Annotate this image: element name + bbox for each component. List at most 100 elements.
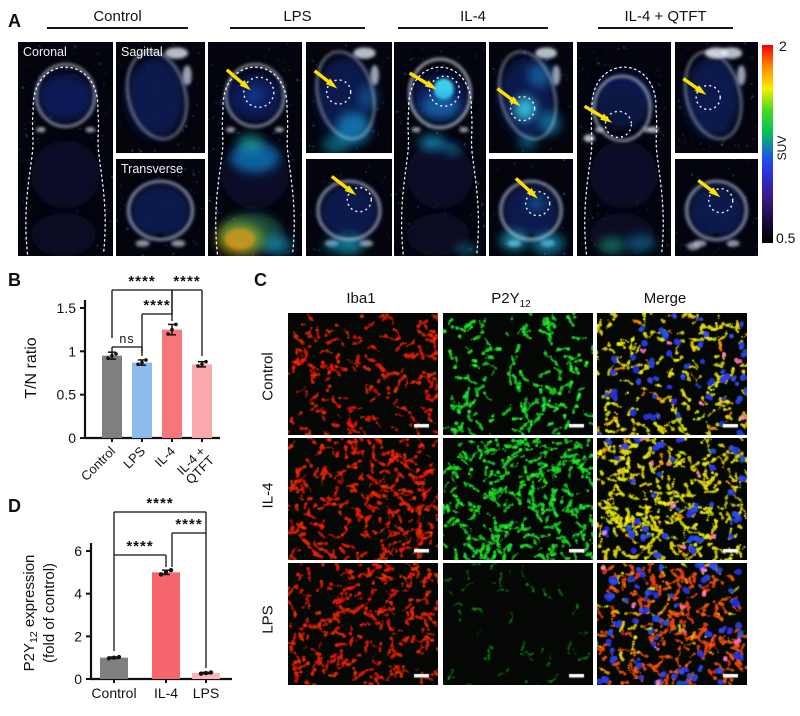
x-tick-label: LPS: [120, 443, 148, 471]
sig-label: ****: [126, 538, 153, 555]
data-point: [203, 670, 209, 676]
data-point: [136, 362, 140, 367]
pet-tile-control-transverse: Transverse: [116, 159, 205, 256]
data-point: [106, 656, 112, 661]
x-tick-label: Control: [78, 443, 118, 483]
column-header-p2y12: P2Y12: [461, 290, 561, 310]
y-tick-label: 1: [68, 343, 76, 359]
bar-LPS: [132, 362, 152, 438]
panel-d-label: D: [8, 496, 21, 516]
pet-tile-lps-sagittal: [306, 42, 392, 153]
x-tick-label: Control: [91, 685, 136, 701]
bar-Control: [102, 355, 122, 438]
bar-IL-4 + QTFT: [192, 364, 212, 438]
suv-colorbar-max: 2: [779, 38, 787, 54]
group-header-il4-qtft: IL-4 + QTFT: [598, 8, 733, 29]
sig-label: ****: [173, 273, 200, 290]
if-tile-lps-p2y12: [443, 563, 593, 685]
if-tile-il-4-iba1: [288, 438, 438, 560]
pet-tile-lps-coronal: [208, 42, 302, 256]
pet-tile-il4-qtft-transverse: [675, 159, 758, 256]
data-point: [158, 572, 164, 577]
column-header-text: Merge: [643, 290, 687, 307]
pet-tile-il4-qtft-sagittal: [675, 42, 758, 153]
group-header-underline: [398, 27, 548, 29]
panel-b-label: B: [8, 270, 21, 290]
pet-tile-il4-coronal: [394, 42, 486, 256]
data-point: [196, 364, 200, 368]
pet-tile-control-sagittal: Sagittal: [116, 42, 205, 153]
column-header-subscript: 12: [519, 299, 531, 310]
bar-LPS: [192, 673, 220, 679]
data-point: [140, 360, 144, 365]
y-tick-label: 6: [74, 543, 82, 559]
pet-tile-il4-sagittal: [489, 42, 573, 153]
bar-IL-4: [162, 329, 182, 438]
data-point: [114, 352, 118, 356]
view-label-sagittal: Sagittal: [121, 45, 163, 59]
panel-c-label: C: [254, 270, 267, 290]
data-point: [116, 654, 122, 660]
if-tile-il-4-p2y12: [443, 438, 593, 560]
group-header-lps: LPS: [230, 8, 365, 29]
y-axis-label: P2Y12 expression: [21, 555, 40, 672]
column-header-text: P2Y: [491, 290, 520, 307]
sig-label: ****: [128, 273, 155, 290]
y-tick-label: 0: [68, 430, 76, 446]
data-point: [111, 655, 117, 660]
data-point: [106, 356, 110, 361]
if-tile-control-p2y12: [443, 313, 593, 435]
sig-label: ****: [175, 516, 202, 533]
data-point: [200, 362, 204, 367]
view-label-transverse: Transverse: [121, 162, 184, 176]
group-header-underline: [230, 27, 365, 29]
bar-Control: [100, 657, 128, 679]
data-point: [208, 670, 214, 675]
y-tick-label: 0: [74, 671, 82, 687]
group-header-il4: IL-4: [398, 8, 548, 29]
pet-tile-lps-transverse: [306, 159, 392, 256]
x-tick-label: LPS: [193, 685, 219, 701]
suv-colorbar-min: 0.5: [776, 230, 796, 246]
y-tick-label: 2: [74, 628, 82, 644]
group-header-label: LPS: [283, 8, 312, 25]
if-tile-lps-iba1: [288, 563, 438, 685]
if-tile-lps-merge: [597, 563, 747, 685]
y-tick-label: 0.5: [57, 387, 77, 403]
group-header-underline: [598, 27, 733, 29]
group-header-label: Control: [93, 8, 142, 25]
group-header-underline: [47, 27, 188, 29]
group-header-control: Control: [47, 8, 188, 29]
data-point: [144, 358, 148, 362]
column-header-iba1: Iba1: [311, 290, 411, 307]
y-tick-label: 4: [74, 586, 82, 602]
group-header-label: IL-4 + QTFT: [624, 8, 707, 25]
column-header-text: Iba1: [346, 290, 376, 307]
x-tick-label: IL-4: [154, 685, 178, 701]
data-point: [198, 671, 204, 676]
group-header-label: IL-4: [460, 8, 486, 25]
suv-colorbar: [762, 45, 773, 243]
data-point: [163, 570, 169, 575]
y-axis-label: T/N ratio: [23, 337, 40, 398]
sig-label: ns: [119, 332, 134, 346]
y-tick-label: 1.5: [57, 300, 77, 316]
bar-IL-4: [152, 572, 180, 679]
if-tile-control-iba1: [288, 313, 438, 435]
sig-label: ****: [146, 495, 173, 512]
if-tile-control-merge: [597, 313, 747, 435]
data-point: [110, 353, 114, 358]
sig-label: ****: [143, 297, 170, 314]
pet-tile-il4-transverse: [489, 159, 573, 256]
if-tile-il-4-merge: [597, 438, 747, 560]
data-point: [204, 359, 208, 364]
panel-a-label: A: [8, 11, 21, 31]
y-axis-label-line2: (fold of control): [41, 563, 58, 663]
data-point: [168, 568, 174, 573]
data-point: [170, 327, 174, 332]
pet-tile-il4-qtft-coronal: [577, 42, 671, 256]
